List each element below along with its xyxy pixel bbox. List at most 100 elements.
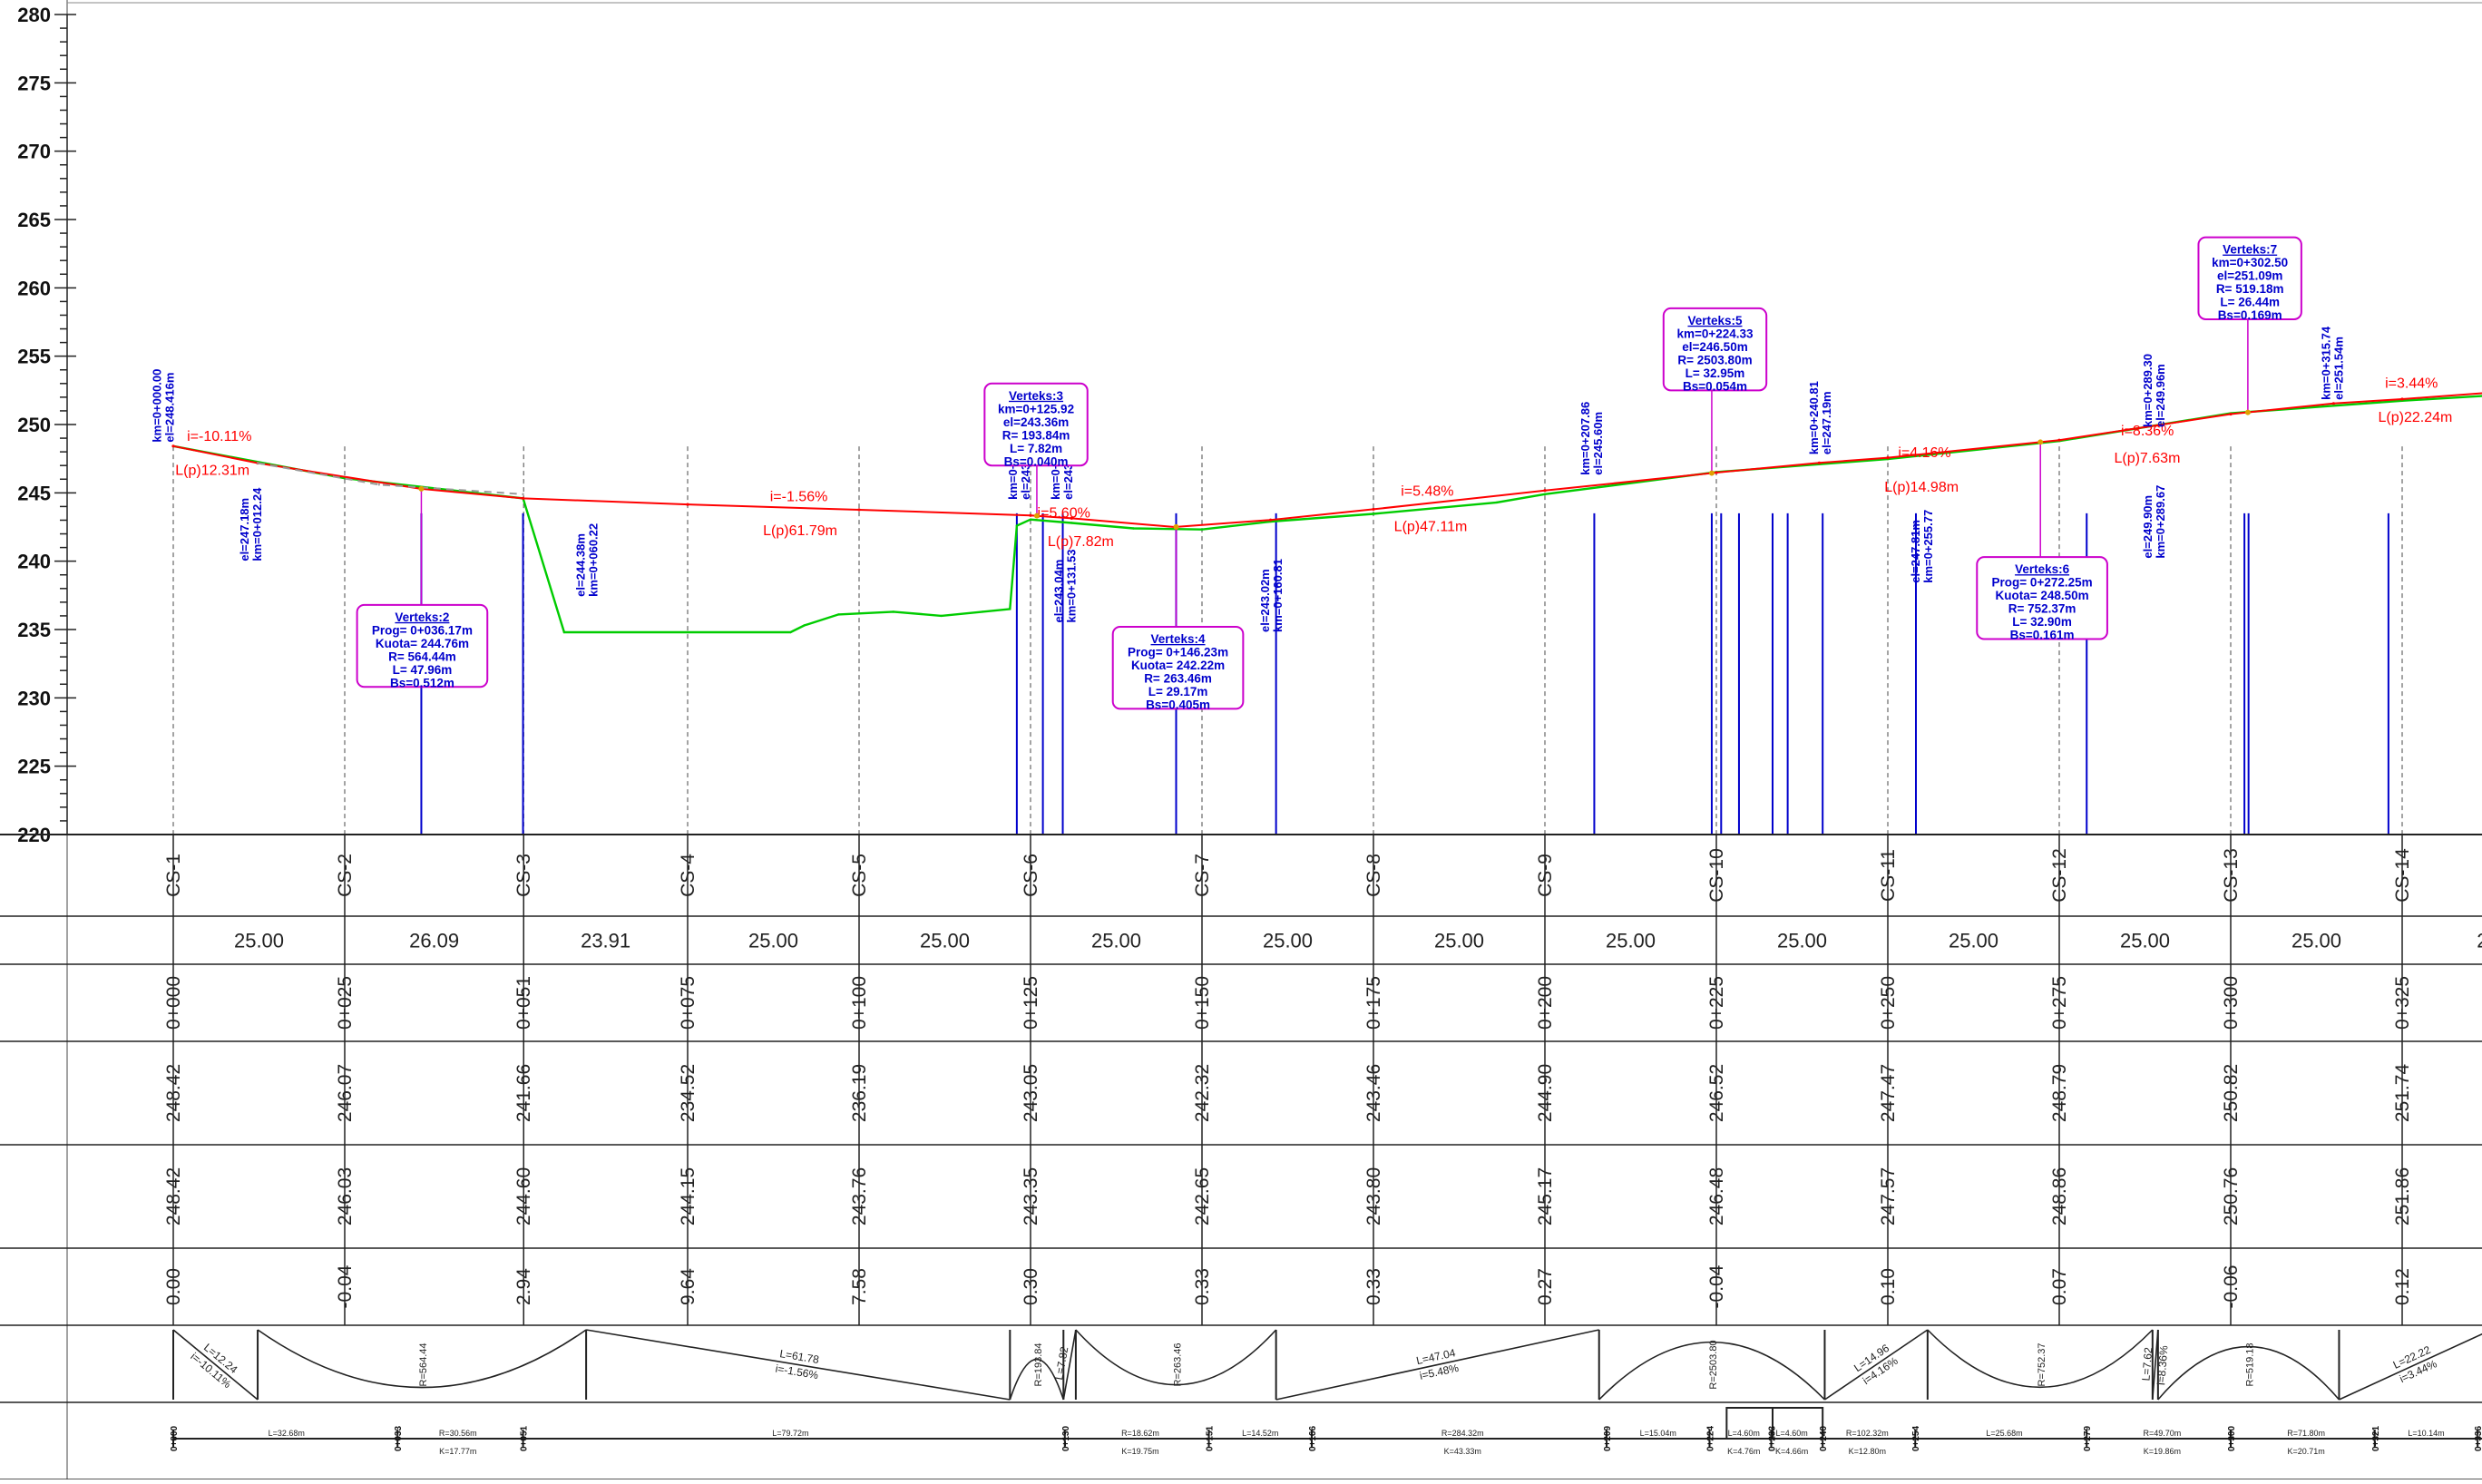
vertical-curve-arc — [1009, 1359, 1065, 1401]
design-elevation-cell: 245.17 — [1535, 1167, 1556, 1225]
vertex-value: Kuota= 244.76m — [376, 637, 469, 650]
elevation-difference-cell: 0.33 — [1192, 1268, 1213, 1305]
section-station: 0+225 — [1706, 976, 1727, 1030]
vertex-box — [2197, 236, 2302, 320]
vertex-value: Kuota= 248.50m — [1996, 589, 2089, 602]
station-elevation-text: el=244.38m — [574, 533, 588, 597]
station-elevation-text: km=0+000.00 — [150, 369, 163, 443]
grade-segment — [585, 1329, 1011, 1401]
grade-label: i=8.36% — [2121, 424, 2174, 439]
station-elevation-text: el=247.81m — [1909, 520, 1922, 583]
vertical-curve-label: R=519.18 — [2245, 1342, 2256, 1386]
alignment-param: L=4.60m — [1728, 1429, 1760, 1438]
station-elevation-text: el=249.96m — [2154, 364, 2167, 427]
design-elevation: 247.57 — [1878, 1167, 1899, 1225]
vertex-point — [1033, 513, 1040, 519]
section-name: CS-1 — [163, 854, 184, 897]
grade-segment — [172, 1329, 259, 1401]
profile-design-point — [2229, 412, 2233, 416]
vertex-box — [1662, 307, 1768, 392]
ground-elevation-cell: 236.19 — [849, 1064, 870, 1122]
station-elevation-text: el=243.02m — [1258, 569, 1272, 632]
alignment-param: K=17.77m — [439, 1447, 476, 1456]
section-name: CS-11 — [1878, 849, 1899, 902]
grade-label: L(p)61.79m — [763, 523, 837, 539]
section-distance: 25.00 — [1263, 930, 1313, 952]
station-elevation-label: el=249.90m km=0+289.67 — [2141, 485, 2167, 559]
alignment-station: 0+000 — [170, 1426, 180, 1452]
design-elevation: 246.48 — [1706, 1167, 1727, 1225]
section-station-cell: 0+100 — [849, 976, 870, 1030]
ground-elevation: 243.05 — [1021, 1064, 1041, 1122]
elevation-difference: -0.04 — [335, 1264, 356, 1308]
alignment-param: K=43.33m — [1444, 1447, 1481, 1456]
alignment-station: 0+209 — [1603, 1426, 1613, 1452]
section-name-cell: CS-5 — [849, 854, 870, 897]
vertex-value: el=246.50m — [1682, 340, 1747, 354]
section-station: 0+175 — [1363, 976, 1384, 1030]
profile-design-point — [2057, 438, 2061, 442]
profile-ground-point — [1372, 513, 1375, 515]
alignment-param: R=18.62m — [1121, 1429, 1159, 1438]
section-name: CS-4 — [678, 854, 699, 897]
profile-ground-point — [981, 610, 984, 613]
ground-elevation-cell: 244.90 — [1535, 1064, 1556, 1122]
section-station-cell: 0+150 — [1192, 976, 1213, 1030]
station-elevation-label: el=243.04m km=0+131.53 — [1052, 549, 1079, 622]
vertical-curve-label: R=752.37 — [2037, 1342, 2047, 1386]
alignment-station: 0+130 — [1061, 1426, 1071, 1452]
ground-elevation-cell: 243.46 — [1363, 1064, 1384, 1122]
elevation-difference-cell: 0.12 — [2392, 1268, 2413, 1305]
profile-existing-point — [377, 483, 380, 486]
vertex-value: Prog= 0+272.25m — [1992, 576, 2093, 590]
ground-elevation: 241.66 — [513, 1064, 534, 1122]
elevation-difference-cell: 0.07 — [2049, 1268, 2070, 1305]
vertex-value: L= 32.90m — [2012, 615, 2072, 629]
grid-layer — [66, 0, 2482, 1479]
vertex-point — [1173, 523, 1179, 530]
profile-design-point — [2400, 397, 2404, 401]
alignment-station-label: 0+166 — [1308, 1426, 1318, 1452]
grade-label: i=-10.11% — [187, 429, 251, 444]
alignment-param: K=20.71m — [2288, 1447, 2325, 1456]
station-elevation-text: el=247.18m — [238, 498, 251, 561]
vertex-value: L= 7.82m — [1010, 442, 1062, 455]
ground-elevation: 251.74 — [2392, 1064, 2413, 1123]
vertex-box — [1976, 556, 2108, 640]
elevation-difference-cell: -0.04 — [335, 1264, 356, 1308]
ground-elevation-cell: 251.74 — [2392, 1064, 2413, 1123]
ground-elevation: 246.07 — [335, 1064, 356, 1122]
profile-ground-point — [1132, 527, 1135, 530]
profile-ground-point — [1070, 522, 1073, 524]
section-name-cell: CS-11 — [1878, 849, 1899, 902]
vertex-value: Bs=0.169m — [2218, 308, 2282, 322]
elevation-difference-cell: -0.06 — [2221, 1265, 2242, 1309]
vertical-curve-radius: R=752.37 — [2037, 1342, 2047, 1386]
section-distance: 25 — [2477, 930, 2482, 952]
design-elevation: 242.65 — [1192, 1167, 1213, 1225]
elevation-difference-cell: 2.94 — [513, 1268, 534, 1305]
station-elevation-text: km=0+315.74 — [2320, 326, 2333, 400]
vertex-point — [2244, 409, 2251, 415]
section-distance: 25.00 — [748, 930, 798, 952]
section-distance: 25.00 — [920, 930, 970, 952]
elevation-difference: 2.94 — [513, 1268, 534, 1305]
section-name: CS-9 — [1535, 854, 1556, 897]
vertical-curve-radius: R=2503.80 — [1708, 1340, 1719, 1389]
profile-ground-point — [1200, 528, 1204, 531]
alignment-param: L=4.60m — [1776, 1429, 1808, 1438]
profile-design-line — [172, 392, 2482, 529]
ground-elevation-cell: 234.52 — [678, 1064, 699, 1122]
y-tick-label: 230 — [17, 687, 51, 709]
station-elevation-text: km=0+289.67 — [2154, 485, 2167, 559]
y-tick-label: 255 — [17, 346, 51, 368]
section-name-cell: CS-10 — [1706, 848, 1727, 903]
section-distance: 23.91 — [581, 930, 630, 952]
alignment-station: 0+279 — [2083, 1426, 2093, 1452]
profile-ground-point — [837, 613, 840, 616]
elevation-difference: 0.33 — [1363, 1268, 1384, 1305]
vertex-point — [2037, 439, 2044, 445]
station-elevation-label: km=0+315.74 el=251.54m — [2320, 326, 2346, 400]
profile-ground-point — [1495, 501, 1499, 504]
